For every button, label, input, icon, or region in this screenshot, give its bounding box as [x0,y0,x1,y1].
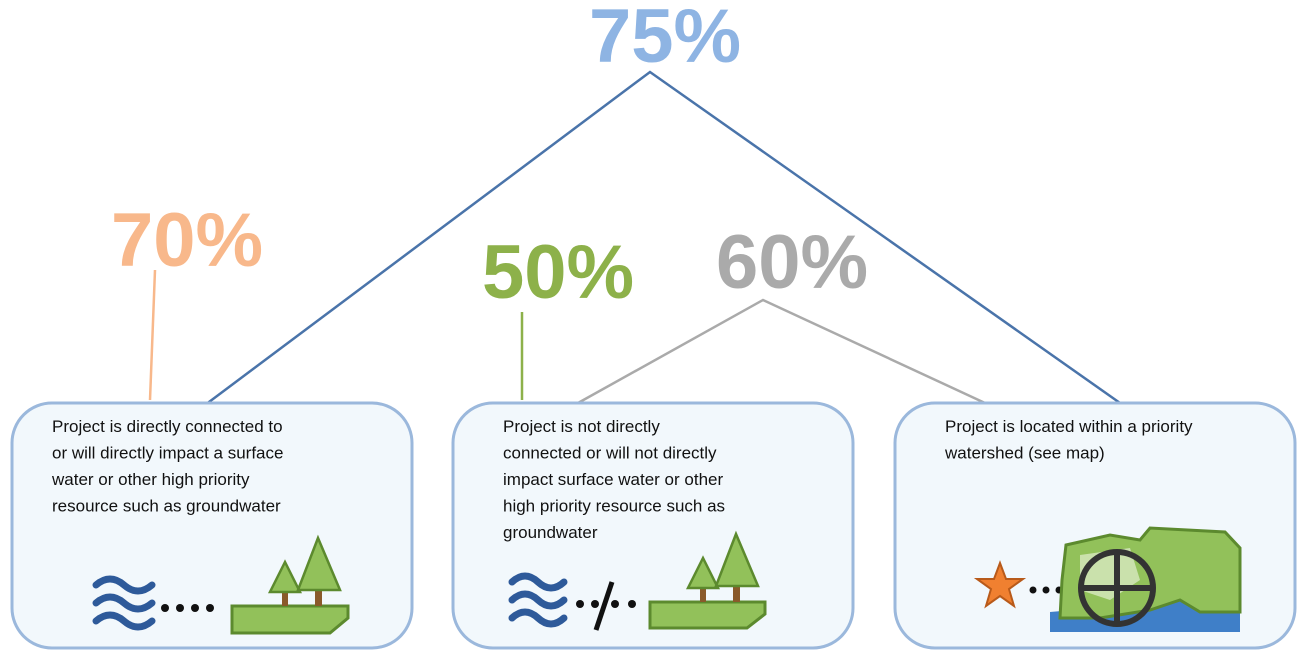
box-texts: Project is directly connected to or will … [51,417,1193,542]
text-line: water or other high priority [51,470,250,489]
icon-dots [161,604,214,612]
icon-water [92,575,156,631]
connector-70 [148,269,157,401]
text-line: or will directly impact a surface [52,444,283,463]
label-70: 70% [111,198,263,283]
connector-60 [577,298,986,405]
text-line: Project is located within a priority [945,417,1193,436]
text-line: high priority resource such as [503,497,725,516]
text-line: watershed (see map) [944,444,1105,463]
icon-land [230,534,350,635]
connectors [148,70,1121,407]
box-text: Project is not directly connected or will… [503,417,725,542]
text-line: groundwater [503,523,598,542]
icon-no-link [576,581,636,631]
text-line: Project is directly connected to [52,417,283,436]
icon-map [973,526,1242,632]
text-line: connected or will not directly [503,444,717,463]
text-line: impact surface water or other [503,470,723,489]
label-50: 50% [482,230,634,315]
connector-75 [204,70,1121,407]
icon-water [508,572,568,628]
box-text: Project is directly connected to or will … [51,417,283,516]
icon-land [648,530,767,630]
label-75: 75% [589,0,741,79]
text-line: Project is not directly [503,417,660,436]
text-line: resource such as groundwater [52,497,281,516]
box-text: Project is located within a priority wate… [944,417,1193,463]
label-60: 60% [716,220,868,305]
